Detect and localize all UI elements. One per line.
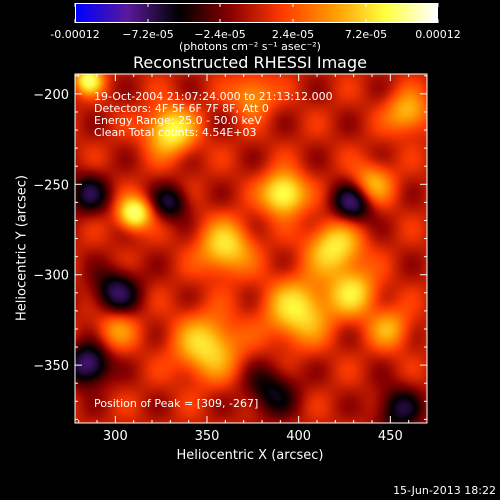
annotation-detectors: Detectors: 4F 5F 6F 7F 8F, Att 0 [94,102,269,115]
annotation-time: 19-Oct-2004 21:07:24.000 to 21:13:12.000 [94,90,333,103]
timestamp: 15-Jun-2013 18:22 [393,484,496,497]
colorbar-units: (photons cm⁻² s⁻¹ asec⁻²) [179,40,321,53]
colorbar-tick: 7.2e-05 [344,28,388,41]
y-tick-label: −350 [33,359,69,374]
annotation-energy: Energy Range: 25.0 - 50.0 keV [94,114,262,127]
y-tick-label: −250 [33,178,69,193]
chart-title: Reconstructed RHESSI Image [133,53,367,72]
colorbar-tick: −2.4e-05 [194,28,246,41]
x-tick-label: 350 [195,429,220,444]
annotation-peak: Position of Peak = [309, -267] [94,397,259,410]
x-axis-label: Heliocentric X (arcsec) [176,448,324,463]
y-tick-label: −300 [33,269,69,284]
colorbar-tick: 0.00012 [415,28,461,41]
colorbar-tick: −7.2e-05 [122,28,174,41]
colorbar-tick: -0.00012 [50,28,100,41]
colorbar [75,3,438,23]
x-tick-label: 400 [286,429,311,444]
y-tick-label: −200 [33,88,69,103]
colorbar-tick: 2.4e-05 [271,28,315,41]
x-tick-label: 300 [103,429,128,444]
annotation-clean: Clean Total counts: 4.54E+03 [94,126,257,139]
y-axis-label: Heliocentric Y (arcsec) [14,175,30,321]
x-tick-label: 450 [378,429,403,444]
